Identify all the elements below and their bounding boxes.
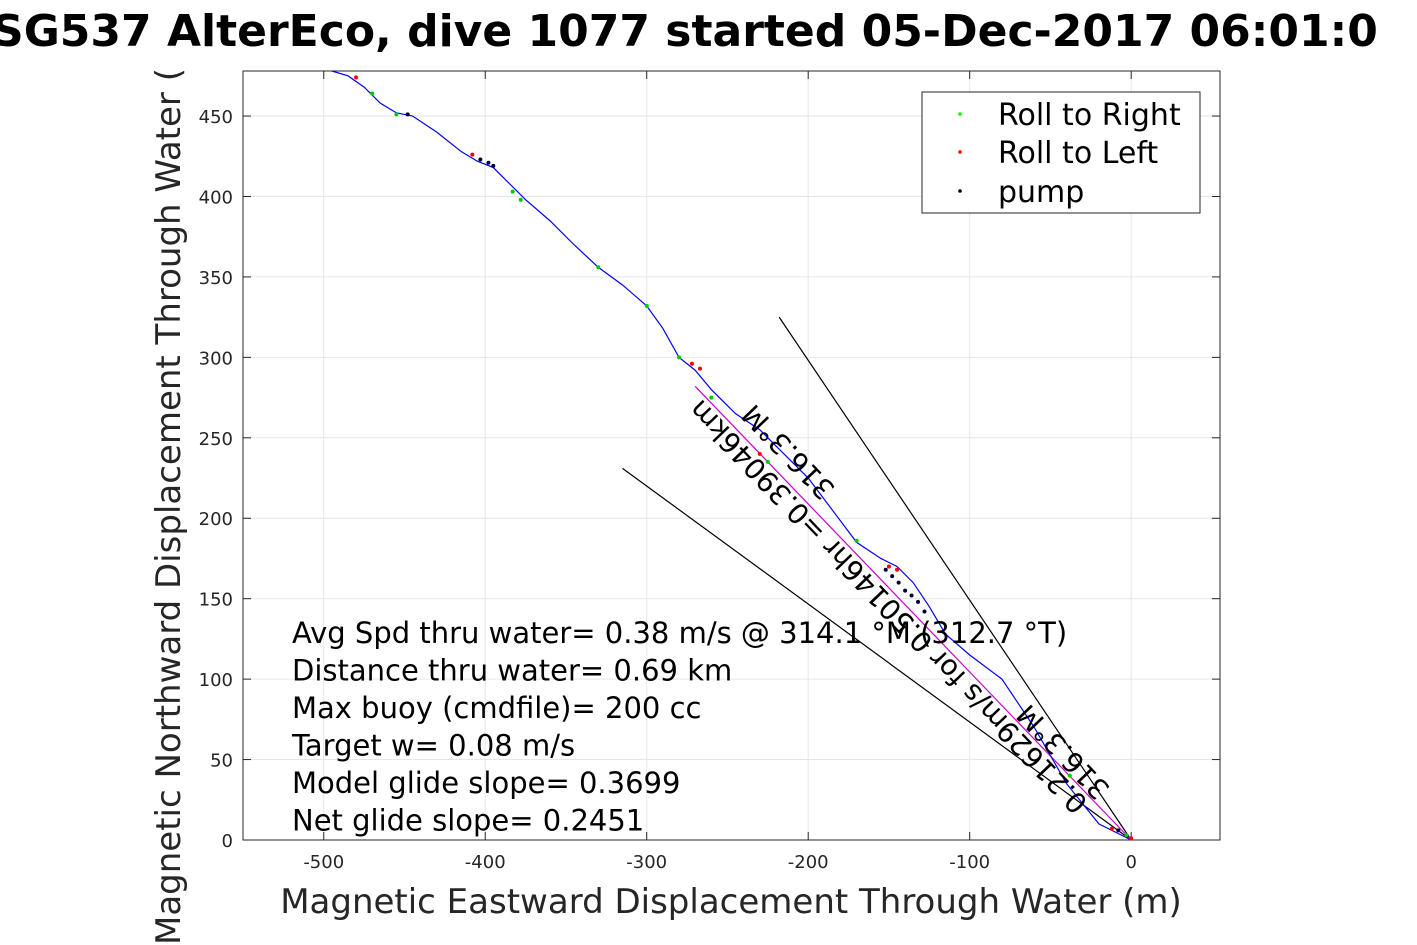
roll-left-point (895, 567, 900, 572)
roll-left-point (1129, 836, 1134, 841)
x-tick-label: -300 (626, 852, 667, 873)
roll-right-point (1124, 833, 1129, 838)
pump-point (405, 112, 410, 117)
roll-right-point (644, 303, 649, 308)
wedge-lines (622, 316, 1132, 841)
wedge-line (778, 316, 1132, 841)
pump-point (883, 567, 888, 572)
x-tick-label: -400 (465, 852, 506, 873)
rotated-labels: 0.21629m/s for 0.50146hr =0.39046km316.3… (682, 393, 1116, 820)
pump-point (491, 163, 496, 168)
roll-left-point (886, 564, 891, 569)
annotation-line: Target w= 0.08 m/s (291, 729, 575, 763)
rotated-label: 0.21629m/s for 0.50146hr =0.39046km (682, 393, 1094, 820)
y-tick-label: 0 (222, 831, 233, 852)
track-line (331, 70, 1132, 841)
plot-frame (242, 70, 1221, 841)
roll-right-point (677, 355, 682, 360)
roll-right-point (1067, 773, 1072, 778)
annotation-line: Net glide slope= 0.2451 (292, 804, 644, 838)
roll-right-point (765, 459, 770, 464)
roll-left-point (757, 451, 762, 456)
y-tick-label: 150 (199, 590, 233, 611)
markers (354, 75, 1134, 841)
y-tick-label: 400 (199, 187, 233, 208)
pump-point (478, 157, 483, 162)
pump-point (909, 593, 914, 598)
roll-right-point (709, 395, 714, 400)
y-tick-label: 200 (199, 509, 233, 530)
pump-point (890, 574, 895, 579)
wedge-line (622, 467, 1132, 841)
x-axis-label: Magnetic Eastward Displacement Through W… (280, 882, 1182, 922)
pump-point (903, 588, 908, 593)
y-axis-label: Magnetic Northward Displacement Through … (149, 68, 189, 945)
pump-point (916, 599, 921, 604)
legend-box (921, 91, 1201, 214)
pump-point (486, 160, 491, 165)
legend-marker-roll-left (958, 150, 962, 154)
x-tick-label: -500 (303, 852, 344, 873)
legend-marker-pump (958, 189, 962, 193)
annotation-line: Max buoy (cmdfile)= 200 cc (292, 691, 701, 725)
roll-right-point (518, 197, 523, 202)
annotation-line: Avg Spd thru water= 0.38 m/s @ 314.1 °M … (292, 616, 1067, 650)
y-tick-label: 350 (199, 268, 233, 289)
roll-left-point (698, 366, 703, 371)
annotation-line: Model glide slope= 0.3699 (292, 766, 680, 800)
pump-point (896, 580, 901, 585)
annotations: Avg Spd thru water= 0.38 m/s @ 314.1 °M … (291, 616, 1067, 838)
roll-left-point (354, 75, 359, 80)
roll-right-point (370, 91, 375, 96)
y-tick-label: 450 (199, 107, 233, 128)
roll-left-point (1109, 826, 1114, 831)
y-tick-label: 250 (199, 429, 233, 450)
roll-right-point (854, 538, 859, 543)
roll-right-point (394, 112, 399, 117)
legend-label-roll-right: Roll to Right (998, 98, 1181, 133)
legend-marker-roll-right (958, 112, 962, 116)
pump-point (922, 609, 927, 614)
legend-label-pump: pump (998, 175, 1084, 210)
legend: Roll to Right Roll to Left pump (921, 91, 1201, 214)
y-tick-label: 300 (199, 348, 233, 369)
x-tick-label: -100 (949, 852, 990, 873)
roll-left-point (470, 152, 475, 157)
x-tick-label: 0 (1125, 852, 1136, 873)
y-tick-label: 100 (199, 670, 233, 691)
pump-point (1116, 828, 1121, 833)
roll-left-point (689, 361, 694, 366)
legend-label-roll-left: Roll to Left (998, 136, 1158, 171)
annotation-line: Distance thru water= 0.69 km (292, 654, 732, 688)
roll-right-point (510, 189, 515, 194)
chart-title: SG537 AlterEco, dive 1077 started 05-Dec… (0, 6, 1378, 57)
x-tick-label: -200 (788, 852, 829, 873)
ticks: -500 -400 -300 -200 -100 0 0 50 100 150 200 250 300 3… (199, 71, 1220, 873)
y-tick-label: 50 (210, 751, 233, 772)
roll-right-point (596, 265, 601, 270)
